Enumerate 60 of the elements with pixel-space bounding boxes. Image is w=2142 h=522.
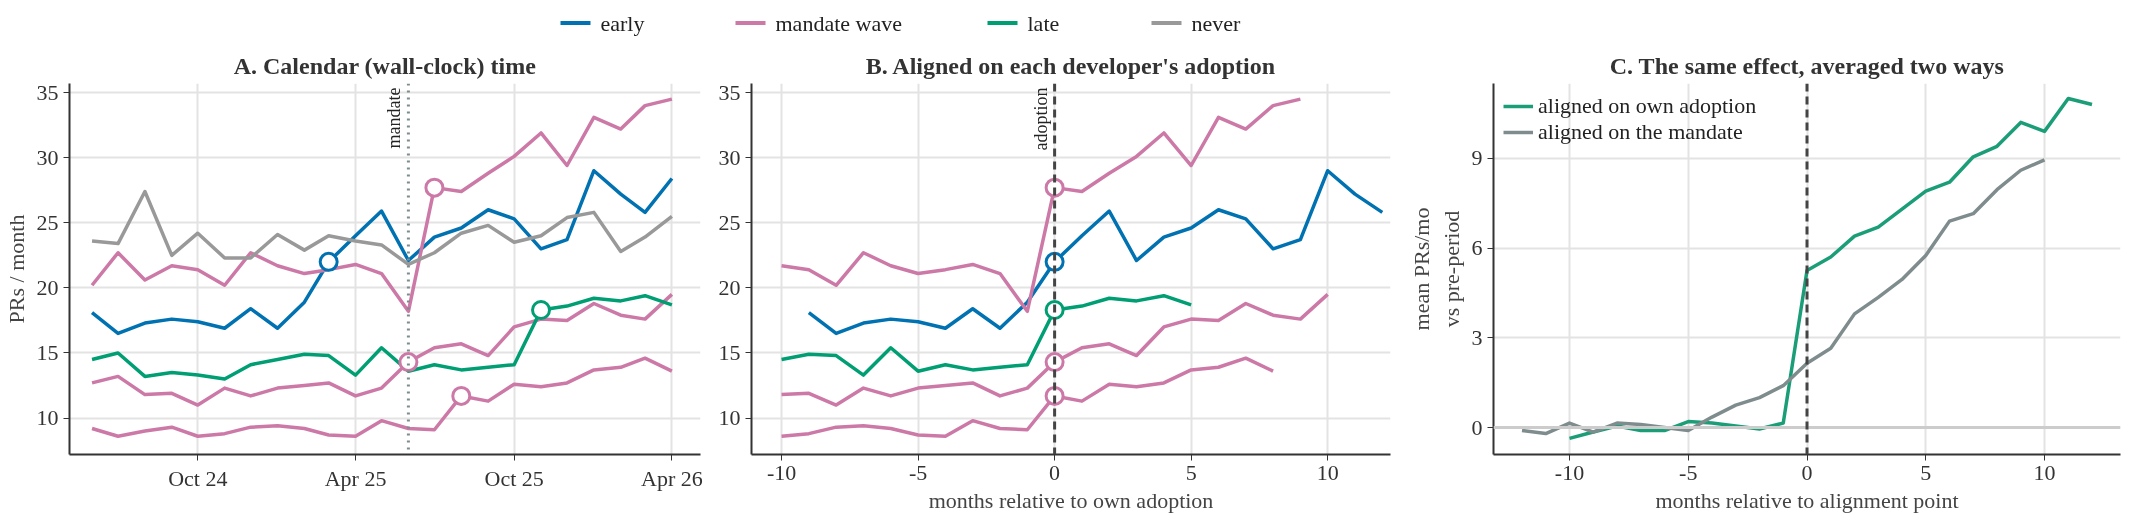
y-tick-label: 9 [1471,145,1483,171]
x-tick-label: 10 [1316,459,1339,485]
legend-label: never [1191,10,1242,36]
line-series [90,293,674,381]
point [451,385,472,406]
y-tick-label: 25 [718,209,741,235]
ref-line-label: adoption [1030,87,1051,151]
point [424,177,445,198]
y-tick-label: 0 [1471,414,1483,440]
legend-label: aligned on the mandate [1538,119,1743,145]
chart-title: B. Aligned on each developer's adoption [865,52,1276,79]
y-tick-label: 10 [36,405,59,431]
y-tick-label: 6 [1471,235,1483,261]
x-tick-label: 5 [1185,459,1197,485]
y-tick-label: 20 [36,274,59,300]
x-tick-label: 10 [2033,459,2056,485]
x-tick-label: 5 [1920,459,1932,485]
ref-line-label: mandate [384,87,405,149]
y-axis-title: PRs / month [3,214,29,324]
chart-title: A. Calendar (wall-clock) time [233,52,537,79]
y-axis-title: mean PRs/mo vs pre-period [1408,207,1464,331]
line-series [90,168,674,336]
x-tick-label: -10 [1554,459,1585,485]
y-tick-label: 15 [36,339,59,365]
y-tick-label: 20 [718,274,741,300]
line-series [807,168,1385,336]
line-series [90,189,674,267]
x-tick-label: Oct 24 [168,465,228,491]
x-tick-label: Apr 26 [641,465,703,491]
chart-title: C. The same effect, averaged two ways [1609,52,2004,79]
line-series [90,356,674,439]
line-series [1520,158,2047,436]
y-tick-label: 10 [718,405,741,431]
legend-label: mandate wave [775,10,902,36]
x-tick-label: 0 [1049,459,1061,485]
y-tick-label: 15 [718,339,741,365]
line-series [90,292,674,407]
line-series [779,356,1275,439]
x-tick-label: Oct 25 [484,465,544,491]
point [531,300,552,320]
legend-label: late [1027,10,1060,36]
y-tick-label: 25 [36,209,59,235]
legend-label: early [600,10,645,36]
y-tick-label: 35 [718,79,741,105]
point [318,251,339,272]
legend-label: aligned on own adoption [1538,93,1757,119]
x-axis-title: months relative to own adoption [928,487,1214,513]
line-series [779,293,1193,377]
y-tick-label: 30 [718,144,741,170]
y-tick-label: 3 [1471,324,1483,350]
x-tick-label: Apr 25 [324,465,387,491]
x-tick-label: -5 [908,459,928,485]
y-tick-label: 35 [36,79,59,105]
y-tick-label: 30 [36,144,59,170]
x-axis-title: months relative to alignment point [1655,487,1959,513]
line-series [779,292,1330,407]
point [398,352,419,373]
x-tick-label: -5 [1679,459,1698,485]
x-tick-label: 0 [1801,459,1813,485]
x-tick-label: -10 [766,459,797,485]
